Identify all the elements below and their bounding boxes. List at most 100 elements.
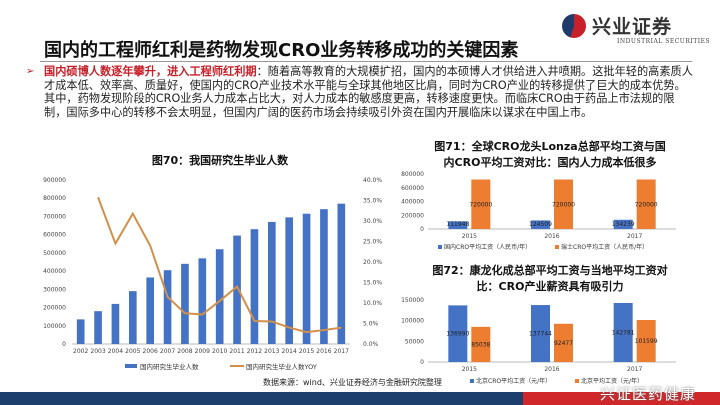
y2-tick-label: 5.0% xyxy=(363,321,379,328)
x-tick-label: 2016 xyxy=(544,233,559,240)
y2-tick-label: 10.0% xyxy=(363,300,382,307)
data-label: 136990 xyxy=(446,331,469,338)
bar xyxy=(128,291,137,344)
footer-bar-red xyxy=(523,392,720,405)
bar xyxy=(636,179,656,229)
data-label: 134239 xyxy=(612,221,635,228)
data-label: 101599 xyxy=(635,338,658,345)
data-label: 137744 xyxy=(529,331,552,338)
body-text: ：随着高等教育的大规模扩招，国内的本硕博人才供给进入井喷期。这批年轻的高素质人才… xyxy=(44,65,693,119)
bar xyxy=(233,235,241,344)
y2-tick-label: 40.0% xyxy=(363,177,382,184)
x-tick-label: 2015 xyxy=(462,366,477,373)
footer-bar-blue xyxy=(0,392,523,405)
legend-swatch xyxy=(575,379,579,383)
bar xyxy=(250,229,259,344)
y-tick-label: 0 xyxy=(420,226,424,233)
legend-label: 北京平均工资（元/年） xyxy=(581,377,643,385)
y-tick-label: 700000 xyxy=(43,213,66,220)
x-tick-label: 2003 xyxy=(90,348,105,355)
x-tick-label: 2017 xyxy=(334,348,349,355)
y-tick-label: 800000 xyxy=(401,171,424,178)
y-tick-label: 400000 xyxy=(43,268,66,275)
highlight-text: 国内硕博人数逐年攀升，进入工程师红利期 xyxy=(44,65,257,78)
bar xyxy=(163,270,172,344)
x-tick-label: 2015 xyxy=(299,348,314,355)
x-tick-label: 2005 xyxy=(125,348,140,355)
x-tick-label: 2002 xyxy=(73,348,88,355)
bar xyxy=(215,249,224,344)
data-source: 数据来源：wind、兴业证券经济与金融研究院整理 xyxy=(263,378,442,387)
data-label: 142781 xyxy=(612,329,635,336)
watermark: 兴证医药健康 xyxy=(600,385,697,403)
x-tick-label: 2014 xyxy=(282,348,297,355)
bar xyxy=(111,303,120,344)
body-paragraph: ➢ 国内硕博人数逐年攀升，进入工程师红利期：随着高等教育的大规模扩招，国内的本硕博… xyxy=(26,65,694,119)
legend-swatch xyxy=(470,379,474,383)
y2-tick-label: 0.0% xyxy=(363,341,379,348)
x-tick-label: 2013 xyxy=(264,348,279,355)
bar xyxy=(76,319,85,344)
y-tick-label: 50000 xyxy=(405,338,424,345)
legend-swatch xyxy=(438,245,442,249)
data-label: 720000 xyxy=(469,201,492,208)
y-tick-label: 200000 xyxy=(43,305,66,312)
chart72-title: 图72：康龙化成总部平均工资与当地平均工资对比：CRO产业薪资具有吸引力 xyxy=(432,264,668,293)
bar xyxy=(613,219,633,229)
chart70-title: 图70：我国研究生毕业人数 xyxy=(151,154,289,167)
y-tick-label: 400000 xyxy=(401,199,424,206)
x-tick-label: 2006 xyxy=(143,348,158,355)
y-tick-label: 200000 xyxy=(401,212,424,219)
x-tick-label: 2007 xyxy=(160,348,175,355)
bar xyxy=(448,221,468,229)
logo-text: 兴业证券 xyxy=(592,16,673,38)
bar xyxy=(181,263,189,344)
y-tick-label: 500000 xyxy=(43,250,66,257)
y2-tick-label: 35.0% xyxy=(363,198,382,205)
x-tick-label: 2012 xyxy=(247,348,262,355)
x-tick-label: 2004 xyxy=(108,348,123,355)
data-label: 85038 xyxy=(471,341,490,348)
legend-label: 国内研究生毕业人数YOY xyxy=(246,362,317,371)
bar xyxy=(285,217,294,344)
bar xyxy=(320,209,328,344)
y-tick-label: 600000 xyxy=(43,232,66,239)
bar xyxy=(337,203,346,344)
bar xyxy=(554,323,573,362)
bar xyxy=(613,302,633,362)
legend-swatch-bar xyxy=(125,364,137,368)
y-tick-label: 100000 xyxy=(401,318,424,325)
x-tick-label: 2016 xyxy=(544,366,559,373)
y-tick-label: 100000 xyxy=(43,323,66,330)
bar xyxy=(531,305,550,362)
y-tick-label: 900000 xyxy=(43,177,66,184)
bar xyxy=(554,179,573,229)
chart71-title: 图71：全球CRO龙头Lonza总部平均工资与国内CRO平均工资对比：国内人力成… xyxy=(434,140,666,169)
legend-label: 北京CRO平均工资（元/年） xyxy=(476,377,551,385)
y-tick-label: 150000 xyxy=(401,297,424,304)
y-tick-label: 0 xyxy=(62,341,66,348)
y2-tick-label: 15.0% xyxy=(363,280,382,287)
bar xyxy=(531,220,550,229)
data-label: 111948 xyxy=(446,221,469,228)
bar xyxy=(302,213,311,344)
bar xyxy=(471,179,491,229)
y-tick-label: 800000 xyxy=(43,195,66,202)
data-label: 124509 xyxy=(529,221,552,228)
legend-label: 国内CRO平均工资（人民币/年） xyxy=(444,243,531,251)
bar xyxy=(636,320,656,362)
yoy-line xyxy=(97,196,342,334)
bar xyxy=(267,221,276,344)
x-tick-label: 2015 xyxy=(462,233,477,240)
legend-label: 瑞士CRO平均工资（人民币/年） xyxy=(561,243,648,251)
y2-tick-label: 30.0% xyxy=(363,218,382,225)
company-logo: 兴业证券 xyxy=(562,12,672,39)
y-tick-label: 600000 xyxy=(401,185,424,192)
legend-label: 国内研究生毕业人数 xyxy=(140,362,199,371)
data-label: 720000 xyxy=(635,201,658,208)
bar xyxy=(94,311,102,344)
bar xyxy=(146,277,155,344)
x-tick-label: 2017 xyxy=(627,366,642,373)
bar xyxy=(198,258,207,344)
logo-mark-icon xyxy=(562,13,586,38)
